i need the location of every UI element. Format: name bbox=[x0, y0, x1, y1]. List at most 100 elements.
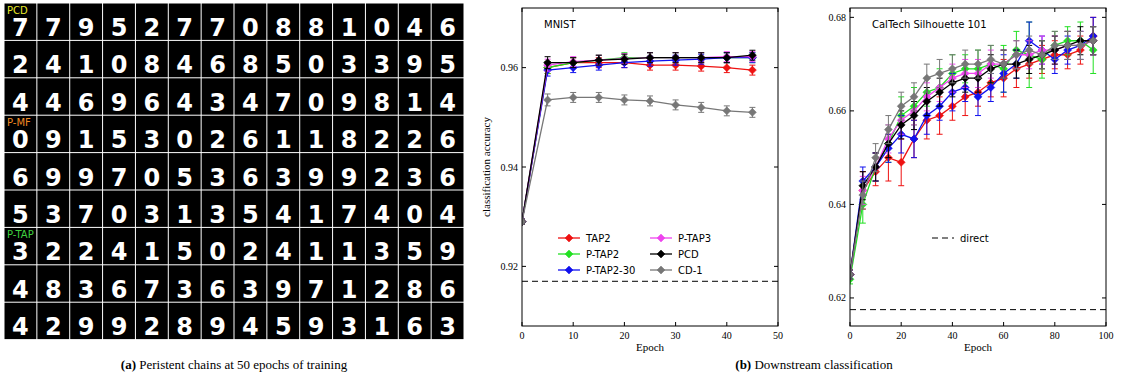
sample-digit: 2 bbox=[45, 238, 62, 266]
x-tick-label: 10 bbox=[568, 330, 578, 341]
data-point bbox=[850, 271, 854, 279]
sample-digit: 5 bbox=[275, 51, 292, 79]
sample-digit: 6 bbox=[242, 164, 259, 192]
caption: (b) Downstream classification bbox=[735, 357, 893, 372]
sample-digit: 1 bbox=[341, 14, 358, 42]
data-point bbox=[522, 218, 526, 226]
sample-digit: 6 bbox=[439, 276, 456, 304]
data-point bbox=[748, 66, 756, 74]
error-bar bbox=[1013, 41, 1019, 69]
y-tick bbox=[850, 17, 1106, 18]
y-tick-label: 0.92 bbox=[501, 261, 519, 272]
data-point bbox=[595, 56, 603, 64]
error-bar bbox=[1001, 50, 1007, 78]
legend-label: P-TAP2 bbox=[586, 249, 619, 260]
error-bar bbox=[1052, 31, 1058, 59]
sample-digit: 9 bbox=[45, 126, 62, 154]
data-point bbox=[569, 59, 577, 67]
sample-digit: 6 bbox=[439, 126, 456, 154]
y-tick-label: 0.94 bbox=[501, 162, 519, 173]
data-point bbox=[897, 121, 905, 129]
x-axis-title: Epoch bbox=[964, 341, 993, 353]
error-bar bbox=[1077, 22, 1083, 59]
data-point bbox=[672, 101, 680, 109]
error-bar bbox=[647, 96, 653, 106]
error-bar bbox=[647, 53, 653, 63]
data-point bbox=[1064, 41, 1072, 49]
error-bar bbox=[1039, 41, 1045, 69]
sample-digit: 4 bbox=[439, 89, 456, 117]
sample-digit: 5 bbox=[176, 238, 193, 266]
sample-digit: 9 bbox=[341, 89, 358, 117]
legend-label: P-TAP3 bbox=[678, 233, 711, 244]
data-point bbox=[522, 218, 526, 226]
sample-digit: 4 bbox=[406, 14, 423, 42]
data-point bbox=[1076, 41, 1084, 49]
sample-digit: 9 bbox=[308, 164, 325, 192]
data-point bbox=[697, 54, 705, 62]
sample-digit: 6 bbox=[209, 276, 226, 304]
error-bar bbox=[724, 63, 730, 73]
y-tick-label: 0.62 bbox=[829, 292, 847, 303]
sample-digit: 3 bbox=[144, 126, 161, 154]
sample-digit: 2 bbox=[209, 126, 226, 154]
legend: direct bbox=[932, 233, 989, 244]
sample-digit: 2 bbox=[406, 126, 423, 154]
sample-digit: 2 bbox=[144, 14, 161, 42]
data-point bbox=[850, 271, 854, 279]
y-tick-label: 0.64 bbox=[829, 199, 847, 210]
sample-digit: 1 bbox=[78, 126, 95, 154]
y-tick bbox=[850, 110, 1106, 111]
sample-digit: 3 bbox=[374, 51, 391, 79]
error-bar bbox=[749, 50, 755, 60]
error-bar bbox=[1090, 27, 1096, 55]
sample-digit: 1 bbox=[176, 201, 193, 229]
sample-digit: 7 bbox=[341, 201, 358, 229]
legend-marker bbox=[657, 250, 665, 258]
error-bar bbox=[749, 107, 755, 117]
sample-digit: 3 bbox=[209, 164, 226, 192]
data-point bbox=[620, 96, 628, 104]
legend-swatch bbox=[932, 238, 954, 239]
sample-digit: 3 bbox=[78, 276, 95, 304]
data-point bbox=[923, 74, 931, 82]
error-bar bbox=[885, 116, 891, 144]
sample-digit: 5 bbox=[111, 126, 128, 154]
sample-digit: 5 bbox=[12, 201, 29, 229]
data-point bbox=[723, 54, 731, 62]
error-bar bbox=[1090, 27, 1096, 74]
legend-marker bbox=[657, 234, 665, 242]
error-bar bbox=[898, 92, 904, 120]
error-bar bbox=[860, 181, 866, 209]
legend-label: TAP2 bbox=[585, 233, 611, 244]
legend-label: direct bbox=[960, 233, 989, 244]
data-point bbox=[910, 93, 918, 101]
error-bar bbox=[1090, 17, 1096, 54]
caption-letter: (a) bbox=[121, 357, 136, 372]
error-bar bbox=[596, 55, 602, 65]
data-point bbox=[974, 60, 982, 68]
sample-digit: 6 bbox=[78, 89, 95, 117]
sample-digit: 9 bbox=[308, 313, 325, 341]
series-line bbox=[522, 63, 752, 222]
sample-digit: 0 bbox=[308, 89, 325, 117]
sample-digit: 8 bbox=[374, 89, 391, 117]
chart-title: CalTech Silhouette 101 bbox=[872, 19, 987, 30]
sample-digit: 4 bbox=[45, 89, 62, 117]
error-bar bbox=[545, 57, 551, 69]
sample-digit: 1 bbox=[374, 313, 391, 341]
data-point bbox=[595, 56, 603, 64]
data-point bbox=[859, 191, 867, 199]
error-bar bbox=[545, 94, 551, 106]
chain-label: P-MF bbox=[7, 117, 31, 128]
sample-digit: 8 bbox=[275, 14, 292, 42]
error-bar bbox=[949, 55, 955, 83]
x-tick bbox=[726, 8, 727, 326]
legend-marker bbox=[565, 234, 573, 242]
sample-digit: 3 bbox=[374, 238, 391, 266]
sample-digit: 1 bbox=[308, 126, 325, 154]
data-point bbox=[697, 103, 705, 111]
data-point bbox=[897, 102, 905, 110]
error-bar bbox=[749, 65, 755, 75]
x-tick bbox=[573, 8, 574, 326]
